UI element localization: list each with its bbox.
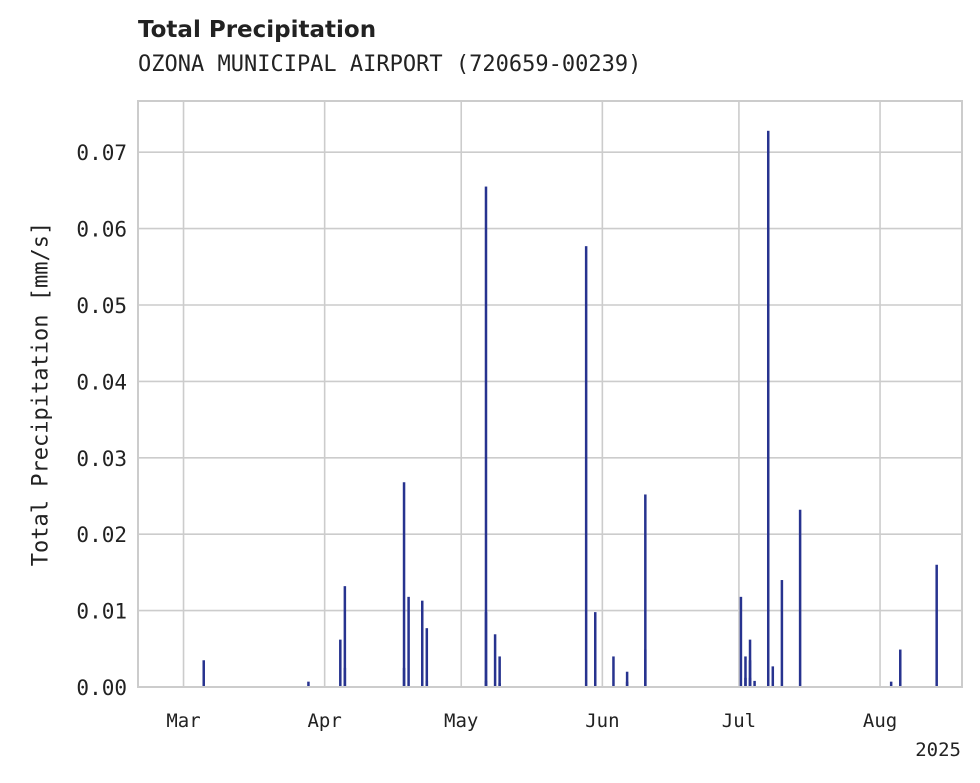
bar [484,612,488,687]
bar [484,680,488,687]
y-tick-label: 0.00 [76,676,127,700]
bar [744,677,747,687]
bar [425,628,429,687]
bar [307,681,310,687]
bar [748,677,752,687]
bar [593,612,597,687]
y-tick-label: 0.02 [76,523,127,547]
x-tick-label: May [444,710,478,732]
x-axis-ticks: Mar Apr May Jun Jul Aug [166,710,897,732]
bar [644,649,647,687]
bar [935,564,938,687]
bar [343,667,347,687]
bar [798,509,802,687]
y-axis-label: Total Precipitation [mm/s] [29,222,54,566]
chart-title: Total Precipitation [138,17,377,43]
bar [739,596,743,687]
x-tick-label: Aug [863,710,897,732]
x-tick-label: Mar [166,710,200,732]
bar [402,482,406,687]
bar [748,660,752,687]
bar [402,667,406,687]
x-tick-label: Jul [722,710,756,732]
y-axis-ticks: 0.00 0.01 0.02 0.03 0.04 0.05 0.06 0.07 [76,141,127,700]
x-tick-label: Apr [307,710,341,732]
bar-series [202,130,938,688]
x-tick-label: Jun [585,710,619,732]
x-axis-year-label: 2025 [915,739,961,761]
bar [753,680,756,687]
bar [407,596,410,687]
bar [625,671,629,687]
y-tick-label: 0.01 [76,600,127,624]
bar [493,634,497,687]
bar [780,580,784,687]
bar [744,656,747,687]
bar [425,680,429,687]
y-tick-label: 0.04 [76,370,127,394]
y-tick-label: 0.07 [76,141,127,165]
y-tick-label: 0.06 [76,218,127,242]
bar [593,671,597,687]
bar [644,494,647,687]
bar [484,186,488,687]
bar [625,681,629,687]
plot-frame [137,100,963,688]
bar [889,681,893,687]
bar [498,683,501,687]
y-tick-label: 0.03 [76,447,127,471]
bar [584,246,588,688]
bar [339,639,342,687]
y-tick-label: 0.05 [76,294,127,318]
bar [202,660,205,687]
bar [899,649,902,687]
bar [498,656,501,687]
grid-lines [138,101,962,688]
bar [421,600,424,687]
chart-subtitle: OZONA MUNICIPAL AIRPORT (720659-00239) [138,52,642,77]
bar [343,586,347,687]
bar [771,666,775,687]
bar [612,656,615,687]
bar [766,130,770,687]
